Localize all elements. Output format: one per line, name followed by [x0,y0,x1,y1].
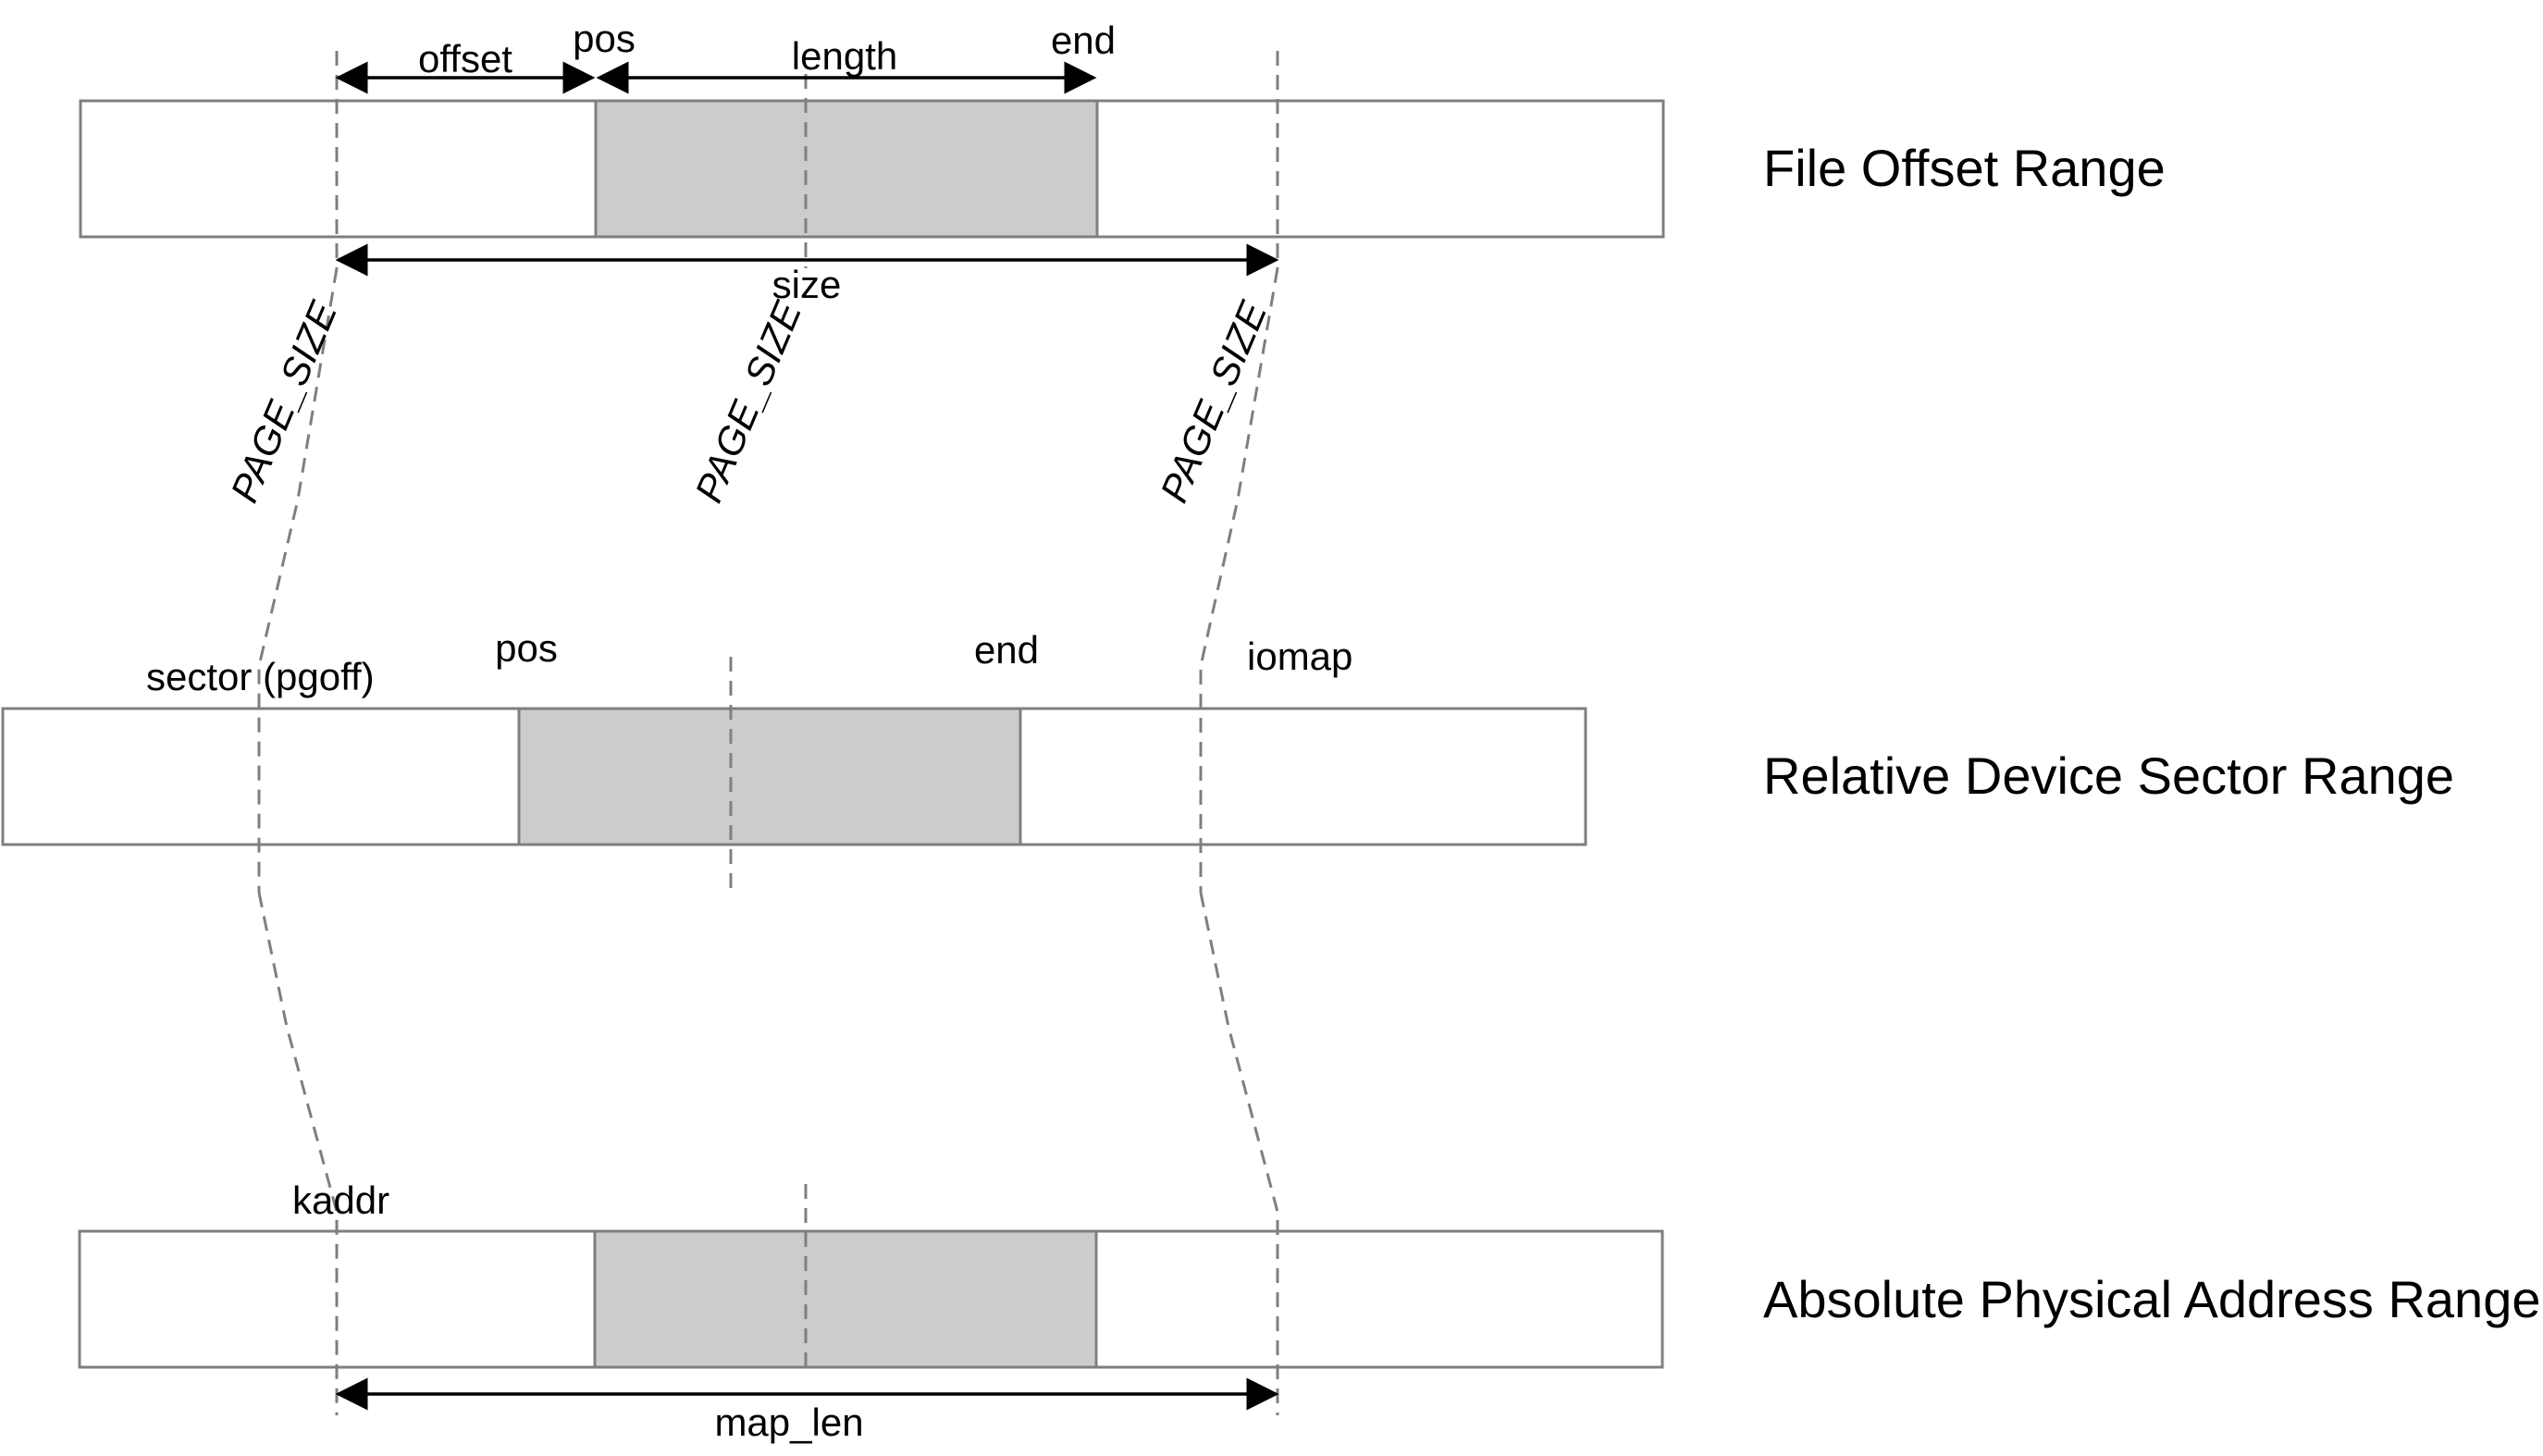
end-label-top: end [1051,19,1116,62]
sector-pgoff-label: sector (pgoff) [146,655,375,698]
physical-range-bar [78,1229,1664,1369]
file-offset-range-bar [79,99,1665,239]
file-offset-data-region [594,99,1099,239]
sector-range-title: Relative Device Sector Range [1763,747,2454,805]
page-size-label-middle: PAGE_SIZE [686,294,810,508]
file-offset-range-title: File Offset Range [1763,139,2166,197]
page-size-label-right: PAGE_SIZE [1152,294,1276,508]
physical-range-title: Absolute Physical Address Range [1763,1270,2541,1328]
end-label-middle: end [974,628,1039,672]
sector-data-region [517,707,1022,846]
offset-label: offset [418,37,512,80]
length-label: length [792,34,897,78]
physical-data-region [593,1229,1098,1369]
size-label: size [772,263,842,306]
pos-label-top: pos [573,17,636,60]
kaddr-label: kaddr [292,1178,389,1222]
pos-label-middle: pos [495,626,558,670]
iomap-label: iomap [1247,635,1352,678]
sector-range-bar [1,707,1587,846]
page-size-label-left: PAGE_SIZE [222,294,346,508]
map-len-label: map_len [714,1400,863,1444]
